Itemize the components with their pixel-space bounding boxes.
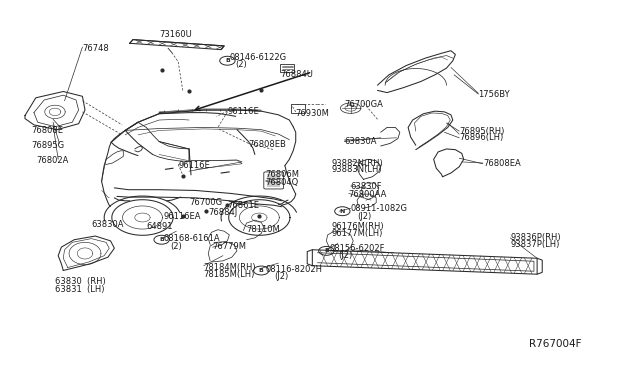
Text: 96116E: 96116E (178, 161, 210, 170)
Text: 76884U: 76884U (280, 70, 314, 79)
Text: 76800AA: 76800AA (349, 190, 387, 199)
Text: 63831  (LH): 63831 (LH) (55, 285, 104, 294)
Text: 63830F: 63830F (351, 182, 382, 190)
Text: B: B (324, 248, 329, 253)
Text: 96177M(LH): 96177M(LH) (332, 229, 383, 238)
Text: 76779M: 76779M (212, 241, 246, 250)
Text: 76895G: 76895G (31, 141, 65, 150)
Text: 64891: 64891 (147, 221, 173, 231)
Text: 76806M: 76806M (266, 170, 300, 179)
Text: 78110M: 78110M (246, 225, 280, 234)
Text: (J2): (J2) (338, 251, 352, 260)
Text: B: B (259, 268, 264, 273)
Text: 96116E: 96116E (227, 108, 259, 116)
Text: 63830  (RH): 63830 (RH) (55, 277, 106, 286)
Text: 93882N(RH): 93882N(RH) (332, 158, 383, 167)
Text: 73160U: 73160U (159, 30, 192, 39)
Text: 93836P(RH): 93836P(RH) (510, 232, 561, 242)
Text: 08911-1082G: 08911-1082G (351, 205, 408, 214)
Text: (J2): (J2) (274, 272, 288, 281)
Text: 76930M: 76930M (296, 109, 330, 118)
Text: 76808E: 76808E (31, 126, 63, 135)
Text: 63830A: 63830A (92, 221, 124, 230)
Text: 76700G: 76700G (189, 198, 222, 207)
Text: 08146-6122G: 08146-6122G (229, 52, 287, 61)
Text: 1756BY: 1756BY (478, 90, 510, 99)
Text: 08116-8202H: 08116-8202H (266, 265, 323, 274)
Text: 76808EB: 76808EB (248, 140, 286, 149)
Text: 76748: 76748 (83, 44, 109, 53)
Text: 76884J: 76884J (208, 208, 237, 217)
Text: (J2): (J2) (357, 212, 371, 221)
Text: 76861E: 76861E (227, 201, 259, 210)
Text: 96116EA: 96116EA (164, 212, 201, 221)
Text: 78184M(RH): 78184M(RH) (204, 263, 257, 272)
Text: (2): (2) (170, 241, 182, 250)
Text: 08168-6161A: 08168-6161A (164, 234, 220, 243)
Text: 76804Q: 76804Q (266, 178, 299, 187)
Text: 93883N(LH): 93883N(LH) (332, 165, 382, 174)
Text: 96176M(RH): 96176M(RH) (332, 222, 384, 231)
Text: R767004F: R767004F (529, 339, 581, 349)
Text: 93837P(LH): 93837P(LH) (510, 240, 560, 249)
Text: 08156-6202F: 08156-6202F (330, 244, 385, 253)
Text: 76895(RH): 76895(RH) (460, 126, 504, 136)
Text: 76896(LH): 76896(LH) (460, 133, 504, 142)
Text: 63830A: 63830A (344, 137, 377, 146)
Text: 76808EA: 76808EA (483, 159, 520, 168)
Text: N: N (340, 209, 345, 214)
Text: 78185M(LH): 78185M(LH) (204, 270, 255, 279)
Text: B: B (159, 237, 164, 242)
Text: B: B (225, 58, 230, 63)
Text: 76802A: 76802A (36, 156, 68, 165)
Text: (2): (2) (236, 60, 248, 69)
Text: 76700GA: 76700GA (344, 100, 383, 109)
